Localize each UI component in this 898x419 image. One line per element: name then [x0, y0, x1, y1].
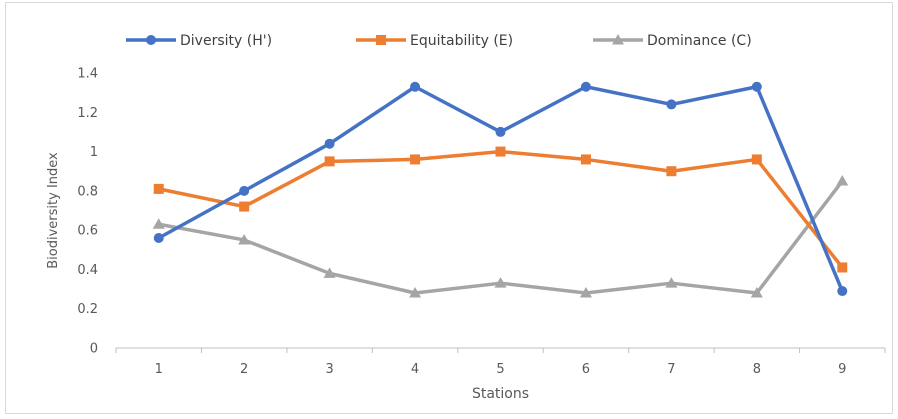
data-point-square — [751, 154, 762, 165]
x-tick-label: 2 — [240, 362, 248, 377]
legend-item: Equitability (E) — [356, 33, 513, 49]
x-tick-label: 7 — [667, 362, 675, 377]
y-tick-label: 0.8 — [77, 184, 98, 199]
series-layer — [152, 81, 849, 298]
data-point-circle — [837, 286, 848, 297]
x-axis: 1 2 3 4 5 6 7 8 9 — [115, 347, 886, 377]
series-square — [153, 146, 848, 273]
x-tick-label: 5 — [496, 362, 504, 377]
series-triangle — [152, 175, 849, 298]
data-point-triangle — [836, 175, 849, 186]
legend-marker-square — [376, 35, 386, 45]
data-point-square — [580, 154, 591, 165]
data-point-circle — [410, 81, 421, 92]
legend-label: Dominance (C) — [647, 33, 752, 49]
x-tick-label: 8 — [753, 362, 761, 377]
data-point-circle — [666, 99, 677, 110]
legend-item: Dominance (C) — [593, 33, 752, 49]
data-point-triangle — [665, 277, 678, 288]
legend-marker-triangle — [612, 34, 624, 45]
x-tick-label: 1 — [155, 362, 163, 377]
data-point-triangle — [323, 267, 336, 278]
data-point-triangle — [152, 218, 165, 229]
y-tick-label: 1.2 — [77, 106, 98, 121]
series-circle — [153, 81, 848, 297]
legend-label: Diversity (H') — [180, 33, 272, 49]
y-tick-label: 0 — [90, 342, 98, 357]
y-tick-label: 1 — [90, 145, 98, 160]
data-point-square — [410, 154, 421, 165]
x-tick-label: 9 — [838, 362, 846, 377]
data-point-square — [666, 166, 677, 177]
x-tick-label: 3 — [325, 362, 333, 377]
series-line — [156, 149, 845, 270]
legend-marker-circle — [146, 35, 156, 45]
data-point-triangle — [579, 287, 592, 298]
x-axis-title: Stations — [472, 386, 529, 402]
data-point-circle — [495, 126, 506, 137]
y-tick-label: 0.4 — [77, 263, 98, 278]
y-tick-label: 0.6 — [77, 224, 98, 239]
data-point-circle — [751, 81, 762, 92]
data-point-square — [495, 146, 506, 157]
legend: Diversity (H') Equitability (E) Dominance … — [126, 33, 752, 49]
data-point-square — [837, 262, 848, 273]
data-point-circle — [239, 185, 250, 196]
y-axis: 0 0.2 0.4 0.6 0.8 1 1.2 1.4 — [77, 67, 98, 357]
data-point-triangle — [750, 287, 763, 298]
x-tick-label: 6 — [582, 362, 590, 377]
data-point-triangle — [409, 287, 422, 298]
series-line — [156, 85, 845, 293]
x-tick-label: 4 — [411, 362, 419, 377]
data-point-square — [324, 156, 335, 167]
data-point-circle — [324, 138, 335, 149]
y-tick-label: 1.4 — [77, 67, 98, 82]
data-point-circle — [153, 233, 164, 243]
data-point-triangle — [238, 233, 251, 245]
data-point-square — [153, 183, 164, 194]
data-point-circle — [580, 81, 591, 92]
y-tick-label: 0.2 — [77, 302, 98, 317]
data-point-triangle — [494, 277, 507, 288]
chart-frame — [5, 2, 893, 414]
y-axis-title: Biodiversity Index — [46, 152, 61, 269]
legend-label: Equitability (E) — [410, 33, 513, 49]
legend-item: Diversity (H') — [126, 33, 272, 49]
data-point-square — [239, 201, 250, 212]
